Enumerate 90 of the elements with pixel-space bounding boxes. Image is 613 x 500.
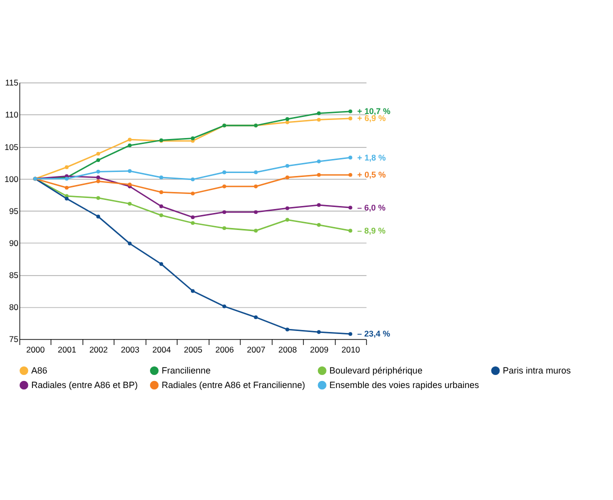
legend-label: Paris intra muros: [502, 365, 572, 376]
point: [348, 109, 352, 114]
point: [190, 289, 195, 293]
point: [96, 176, 100, 180]
legend-label: Boulevard périphérique: [329, 365, 422, 376]
x-tick-label: 2005: [184, 344, 203, 355]
point: [128, 138, 132, 142]
x-tick-label: 2004: [152, 344, 172, 355]
point: [190, 215, 195, 220]
annotation: + 1,8 %: [357, 152, 386, 162]
x-tick-label: 2006: [215, 344, 234, 355]
y-tick-label: 95: [9, 206, 19, 216]
point: [316, 172, 321, 177]
x-tick-label: 2010: [341, 344, 360, 355]
point: [96, 152, 100, 156]
point: [316, 111, 321, 116]
point: [254, 228, 258, 233]
point: [316, 160, 321, 164]
point: [190, 221, 195, 225]
point: [285, 164, 290, 168]
point: [316, 203, 321, 207]
point: [348, 228, 352, 233]
y-tick-label: 85: [9, 270, 19, 280]
annotation: – 8,9 %: [357, 225, 386, 236]
x-tick-label: 2002: [89, 344, 108, 355]
point: [159, 190, 164, 194]
point: [96, 170, 100, 174]
point: [348, 206, 352, 210]
point: [128, 202, 132, 206]
point: [254, 315, 258, 320]
annotation: + 0,5 %: [357, 170, 386, 180]
point: [96, 179, 100, 184]
point: [222, 184, 226, 188]
x-tick-label: 2008: [278, 344, 298, 355]
x-tick-label: 2009: [310, 344, 329, 355]
legend-label: Francilienne: [162, 365, 211, 376]
point: [190, 192, 195, 196]
point: [285, 176, 290, 180]
y-tick-label: 100: [4, 174, 19, 184]
point: [159, 213, 164, 218]
y-tick-label: 105: [4, 142, 19, 152]
point: [254, 184, 258, 188]
y-tick-label: 90: [9, 238, 19, 248]
point: [348, 332, 352, 336]
point: [316, 223, 321, 227]
legend-label: Radiales (entre A86 et BP): [31, 380, 138, 390]
point: [190, 136, 195, 140]
point: [316, 330, 321, 334]
point: [128, 169, 132, 173]
point: [348, 116, 352, 120]
y-tick-label: 80: [9, 302, 19, 312]
legend-label: Ensemble des voies rapides urbaines: [329, 380, 480, 390]
y-tick-label: 110: [5, 110, 19, 120]
point: [190, 177, 195, 182]
y-tick-label: 75: [9, 334, 19, 344]
x-tick-label: 2007: [246, 344, 266, 355]
point: [222, 304, 226, 308]
point: [64, 186, 69, 190]
x-tick-label: 2000: [26, 344, 46, 355]
point: [285, 328, 290, 332]
point: [285, 117, 290, 121]
annotation: – 6,0 %: [357, 202, 386, 212]
point: [96, 158, 100, 162]
point: [128, 143, 132, 148]
point: [96, 196, 100, 200]
x-tick-label: 2003: [120, 344, 140, 355]
point: [159, 204, 164, 208]
point: [64, 196, 69, 201]
x-tick-label: 2001: [58, 344, 77, 355]
point: [128, 242, 132, 246]
point: [222, 170, 226, 174]
point: [222, 226, 226, 230]
point: [159, 176, 164, 180]
annotation: – 23,4 %: [357, 328, 391, 339]
legend-label: Radiales (entre A86 et Francilienne): [162, 380, 306, 390]
point: [159, 262, 164, 266]
point: [285, 206, 290, 210]
point: [316, 118, 321, 122]
point: [96, 214, 100, 218]
legend-label: A86: [31, 365, 48, 376]
point: [222, 210, 226, 214]
annotation: + 10,7 %: [357, 106, 391, 116]
point: [285, 120, 290, 124]
point: [348, 156, 352, 160]
point: [348, 172, 352, 177]
point: [254, 170, 258, 174]
point: [254, 210, 258, 214]
y-tick-label: 115: [5, 78, 19, 88]
point: [64, 165, 69, 170]
point: [285, 218, 290, 222]
